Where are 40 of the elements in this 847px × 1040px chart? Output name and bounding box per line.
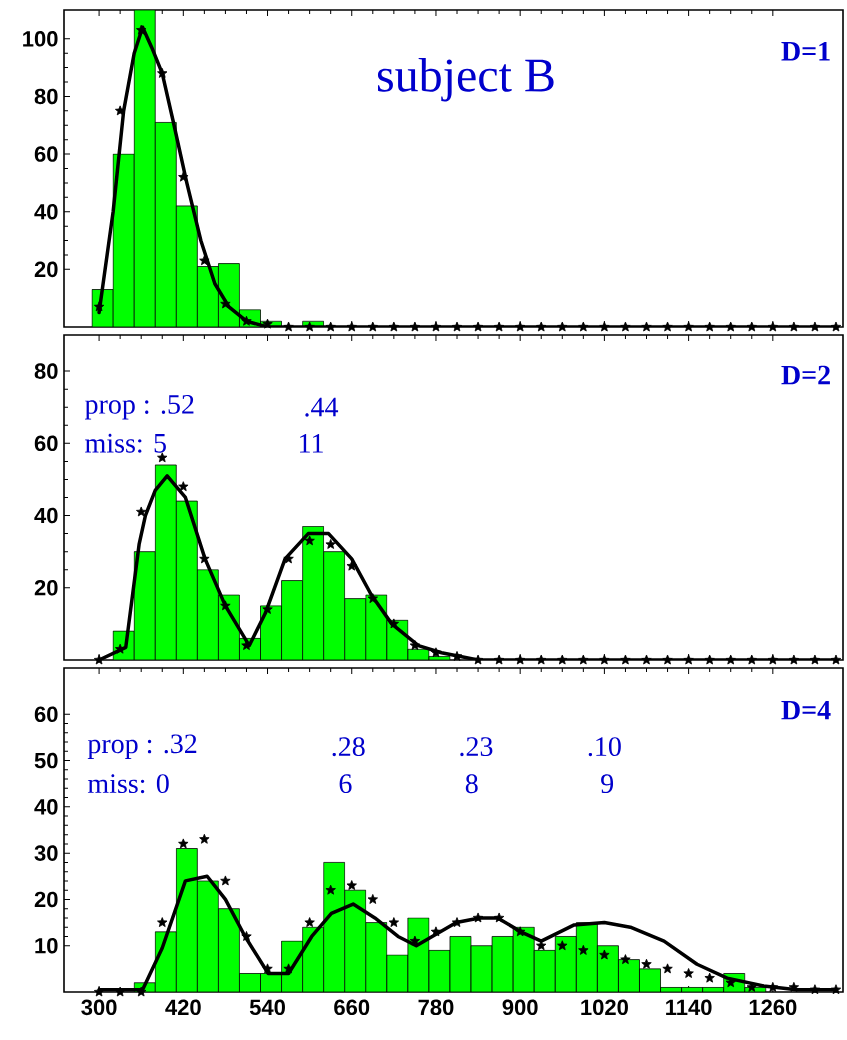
y-tick-label: 40 bbox=[34, 799, 58, 815]
annotation: prop : .52 bbox=[85, 394, 194, 420]
annotation: 9 bbox=[601, 774, 614, 794]
y-tick-label: 80 bbox=[34, 88, 58, 105]
annotation: D=2 bbox=[781, 365, 830, 385]
annotation: 6 bbox=[339, 774, 352, 794]
y-tick-label: 40 bbox=[34, 203, 58, 220]
x-tick-label: 1140 bbox=[666, 999, 712, 1016]
y-tick-label: 10 bbox=[35, 937, 58, 954]
x-tick-label: 900 bbox=[502, 999, 538, 1016]
y-tick-label: 40 bbox=[34, 507, 58, 524]
x-tick-label: 1020 bbox=[581, 999, 628, 1016]
annotation: prop : .32 bbox=[87, 734, 197, 759]
y-tick-label: 80 bbox=[34, 363, 58, 379]
annotation: 11 bbox=[300, 434, 323, 453]
annotation: .23 bbox=[460, 737, 493, 757]
y-tick-label: 50 bbox=[34, 752, 58, 769]
y-tick-label: 100 bbox=[23, 31, 58, 47]
annotation: .44 bbox=[305, 397, 339, 417]
annotation: .28 bbox=[332, 737, 365, 757]
x-tick-label: 300 bbox=[81, 999, 117, 1016]
text: subject B bbox=[377, 57, 554, 102]
annotation: D=4 bbox=[781, 700, 831, 720]
x-tick-label: 660 bbox=[334, 999, 370, 1016]
y-tick-label: 30 bbox=[34, 845, 58, 861]
x-tick-label: 420 bbox=[165, 999, 201, 1016]
x-tick-label: 1260 bbox=[749, 999, 797, 1016]
annotation: miss: 5 bbox=[85, 433, 166, 453]
annotation: 8 bbox=[465, 774, 478, 794]
y-tick-label: 20 bbox=[34, 261, 58, 278]
annotation: .10 bbox=[588, 737, 621, 757]
y-tick-label: 20 bbox=[34, 891, 58, 908]
annotation: miss: 0 bbox=[87, 774, 169, 794]
x-tick-label: 540 bbox=[249, 999, 285, 1016]
y-tick-label: 60 bbox=[34, 146, 58, 162]
annotation: D=1 bbox=[781, 41, 830, 61]
y-tick-label: 20 bbox=[34, 579, 58, 596]
x-tick-label: 780 bbox=[418, 999, 454, 1016]
y-tick-label: 60 bbox=[34, 706, 58, 723]
y-tick-label: 60 bbox=[34, 435, 58, 452]
